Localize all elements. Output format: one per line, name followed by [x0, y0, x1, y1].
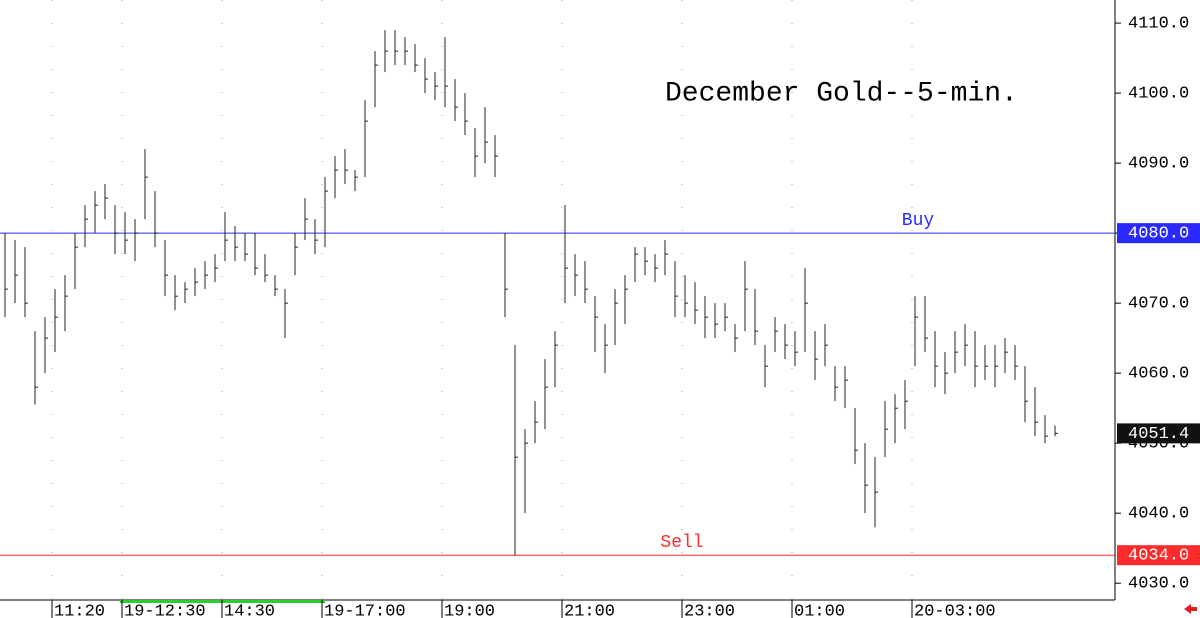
x-tick-label: 23:00 [684, 602, 735, 618]
y-tick-label: 4040.0 [1128, 505, 1189, 524]
last-price-tag [1117, 423, 1200, 444]
level-tag-label: 4080.0 [1128, 225, 1189, 244]
level-label: Sell [660, 533, 703, 553]
x-tick-label: 21:00 [564, 602, 615, 618]
y-tick-label: 4060.0 [1128, 365, 1189, 384]
x-tick-label: 19:00 [444, 602, 495, 618]
y-tick-label: 4110.0 [1128, 15, 1189, 34]
y-tick-label: 4070.0 [1128, 295, 1189, 314]
y-tick-label: 4030.0 [1128, 575, 1189, 594]
x-tick-label: 11:20 [54, 602, 105, 618]
y-tick-label: 4090.0 [1128, 155, 1189, 174]
level-tag [1117, 545, 1200, 566]
last-price-label: 4051.4 [1128, 425, 1189, 444]
level-tag [1117, 223, 1200, 244]
x-tick-label: 19-12:30 [124, 602, 206, 618]
x-tick-label: 19-17:00 [324, 602, 406, 618]
x-tick-label: 01:00 [794, 602, 845, 618]
x-tick-label: 20-03:00 [914, 602, 996, 618]
level-tag-label: 4034.0 [1128, 547, 1189, 566]
y-tick-label: 4100.0 [1128, 85, 1189, 104]
x-tick-label: 14:30 [224, 602, 275, 618]
scroll-arrow [1184, 604, 1197, 614]
chart-title: December Gold--5-min. [665, 78, 1018, 109]
level-label: Buy [902, 211, 935, 231]
